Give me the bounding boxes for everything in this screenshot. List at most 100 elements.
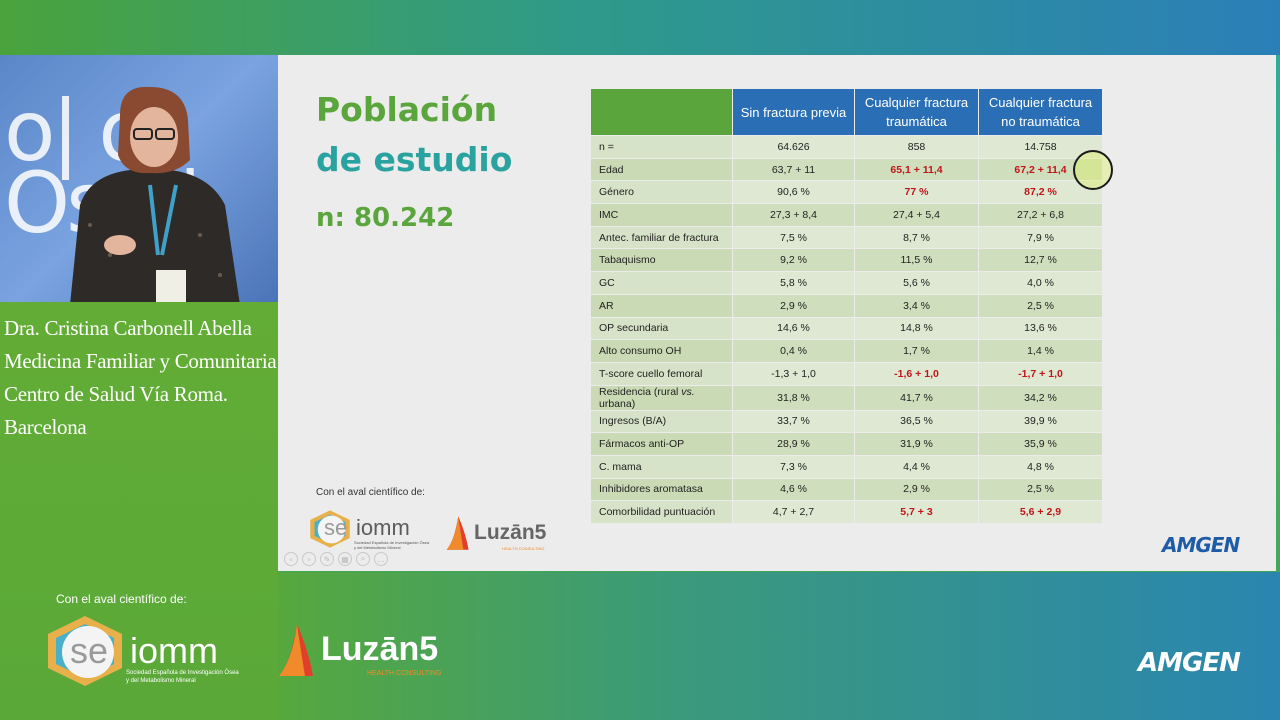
table-row: Edad 63,7 + 11 65,1 + 11,4 67,2 + 11,4 (591, 158, 1102, 181)
table-row: Tabaquismo 9,2 % 11,5 % 12,7 % (591, 249, 1102, 272)
footer-aval-label: Con el aval científico de: (56, 592, 187, 606)
cell-non-traumatic: 27,2 + 6,8 (979, 204, 1102, 226)
cell-traumatic: 8,7 % (855, 226, 978, 249)
cell-non-traumatic: 35,9 % (979, 433, 1102, 455)
row-label: AR (591, 294, 732, 317)
seiomm-hexagon-icon (48, 616, 122, 686)
cell-no-fracture: 4,7 + 2,7 (733, 501, 854, 523)
cell-traumatic: 31,9 % (855, 433, 978, 455)
cell-non-traumatic: 34,2 % (979, 385, 1102, 410)
cell-no-fracture: 14,6 % (733, 317, 854, 340)
table-row: Antec. familiar de fractura 7,5 % 8,7 % … (591, 226, 1102, 249)
cell-no-fracture: 4,6 % (733, 478, 854, 501)
cell-traumatic: 5,6 % (855, 272, 978, 294)
cell-non-traumatic: 2,5 % (979, 294, 1102, 317)
row-label: C. mama (591, 455, 732, 478)
slide-seiomm-logo: se iomm Sociedad Española de Investigaci… (306, 507, 436, 555)
row-label: OP secundaria (591, 317, 732, 340)
table-header-no-fracture: Sin fractura previa (733, 89, 854, 135)
slide-seiomm-sub-1: Sociedad Española de Investigación Ósea (354, 540, 430, 545)
cell-traumatic: 65,1 + 11,4 (855, 158, 978, 181)
table-header-non-traumatic: Cualquier fractura no traumática (979, 89, 1102, 135)
slide-seiomm-sub-2: y del Metabolismo Mineral (354, 545, 401, 550)
slide-controls: ‹ › ✎ ▦ ⌕ … (284, 552, 388, 566)
footer-luzan-sub: HEALTH CONSULTING (367, 670, 442, 677)
slide-seiomm-suffix: iomm (356, 515, 410, 540)
cell-no-fracture: 7,3 % (733, 455, 854, 478)
sample-size: n: 80.242 (316, 203, 455, 233)
slide-aval-label: Con el aval científico de: (316, 487, 425, 498)
cell-traumatic: 1,7 % (855, 340, 978, 362)
footer-seiomm-prefix: se (70, 630, 109, 671)
pen-icon[interactable]: ✎ (320, 552, 334, 566)
zoom-icon[interactable]: ⌕ (356, 552, 370, 566)
footer-amgen-logo: AMGEN (1138, 648, 1241, 678)
table-header-traumatic: Cualquier fractura traumática (855, 89, 978, 135)
cell-traumatic: 11,5 % (855, 249, 978, 272)
table-row: Residencia (rural vs. urbana) 31,8 % 41,… (591, 385, 1102, 410)
cell-no-fracture: 33,7 % (733, 410, 854, 433)
table-row: OP secundaria 14,6 % 14,8 % 13,6 % (591, 317, 1102, 340)
footer-seiomm-sub-1: Sociedad Española de Investigación Ósea (126, 670, 239, 676)
seiomm-hexagon-icon (310, 510, 350, 548)
cell-no-fracture: 31,8 % (733, 385, 854, 410)
row-label: Género (591, 181, 732, 204)
cell-no-fracture: 2,9 % (733, 294, 854, 317)
cell-traumatic: 14,8 % (855, 317, 978, 340)
sail-icon (279, 624, 313, 676)
cell-non-traumatic: 14.758 (979, 136, 1102, 158)
table-row: Ingresos (B/A) 33,7 % 36,5 % 39,9 % (591, 410, 1102, 433)
row-label: Antec. familiar de fractura (591, 226, 732, 249)
table-header-empty (591, 89, 732, 135)
cell-no-fracture: 7,5 % (733, 226, 854, 249)
slide-amgen-logo: AMGEN (1162, 533, 1240, 557)
row-label: Comorbilidad puntuación (591, 501, 732, 523)
study-population-table: Sin fractura previa Cualquier fractura t… (590, 88, 1103, 524)
presenter-video: o| o| Os o| (0, 55, 278, 302)
cell-traumatic: 77 % (855, 181, 978, 204)
speaker-city: Barcelona (4, 415, 87, 439)
row-label: Edad (591, 158, 732, 181)
sail-icon (446, 516, 469, 550)
cell-no-fracture: 9,2 % (733, 249, 854, 272)
grid-icon[interactable]: ▦ (338, 552, 352, 566)
laser-pointer-cursor (1073, 150, 1113, 190)
cell-no-fracture: 63,7 + 11 (733, 158, 854, 181)
prev-slide-icon[interactable]: ‹ (284, 552, 298, 566)
footer-seiomm-suffix: iomm (130, 630, 218, 671)
presentation-slide: Población de estudio n: 80.242 Con el av… (278, 55, 1276, 571)
table-row: Alto consumo OH 0,4 % 1,7 % 1,4 % (591, 340, 1102, 362)
cell-traumatic: 4,4 % (855, 455, 978, 478)
table-row: GC 5,8 % 5,6 % 4,0 % (591, 272, 1102, 294)
table-row: IMC 27,3 + 8,4 27,4 + 5,4 27,2 + 6,8 (591, 204, 1102, 226)
more-icon[interactable]: … (374, 552, 388, 566)
cell-non-traumatic: 13,6 % (979, 317, 1102, 340)
cell-non-traumatic: 4,0 % (979, 272, 1102, 294)
cell-traumatic: 5,7 + 3 (855, 501, 978, 523)
bottom-banner (278, 572, 1280, 720)
table-row: Comorbilidad puntuación 4,7 + 2,7 5,7 + … (591, 501, 1102, 523)
presenter-figure (70, 86, 240, 302)
cell-no-fracture: 90,6 % (733, 181, 854, 204)
row-label: GC (591, 272, 732, 294)
next-slide-icon[interactable]: › (302, 552, 316, 566)
cell-traumatic: -1,6 + 1,0 (855, 362, 978, 385)
row-label: n = (591, 136, 732, 158)
row-label: Alto consumo OH (591, 340, 732, 362)
row-label: T-score cuello femoral (591, 362, 732, 385)
table-row: Inhibidores aromatasa 4,6 % 2,9 % 2,5 % (591, 478, 1102, 501)
table-row: T-score cuello femoral -1,3 + 1,0 -1,6 +… (591, 362, 1102, 385)
cell-non-traumatic: 2,5 % (979, 478, 1102, 501)
row-label-post: urbana) (599, 397, 636, 410)
table-row: C. mama 7,3 % 4,4 % 4,8 % (591, 455, 1102, 478)
cell-non-traumatic: 12,7 % (979, 249, 1102, 272)
footer-seiomm-sub-2: y del Metabolismo Mineral (126, 678, 196, 684)
cell-traumatic: 41,7 % (855, 385, 978, 410)
cell-non-traumatic: 4,8 % (979, 455, 1102, 478)
slide-luzan-text: Luzān5 (474, 521, 547, 544)
slide-luzan-logo: Luzān5 HEALTH CONSULTING (444, 515, 564, 555)
slide-seiomm-prefix: se (324, 515, 348, 540)
speaker-name: Dra. Cristina Carbonell Abella (4, 316, 252, 340)
cell-non-traumatic: 87,2 % (979, 181, 1102, 204)
cell-traumatic: 27,4 + 5,4 (855, 204, 978, 226)
